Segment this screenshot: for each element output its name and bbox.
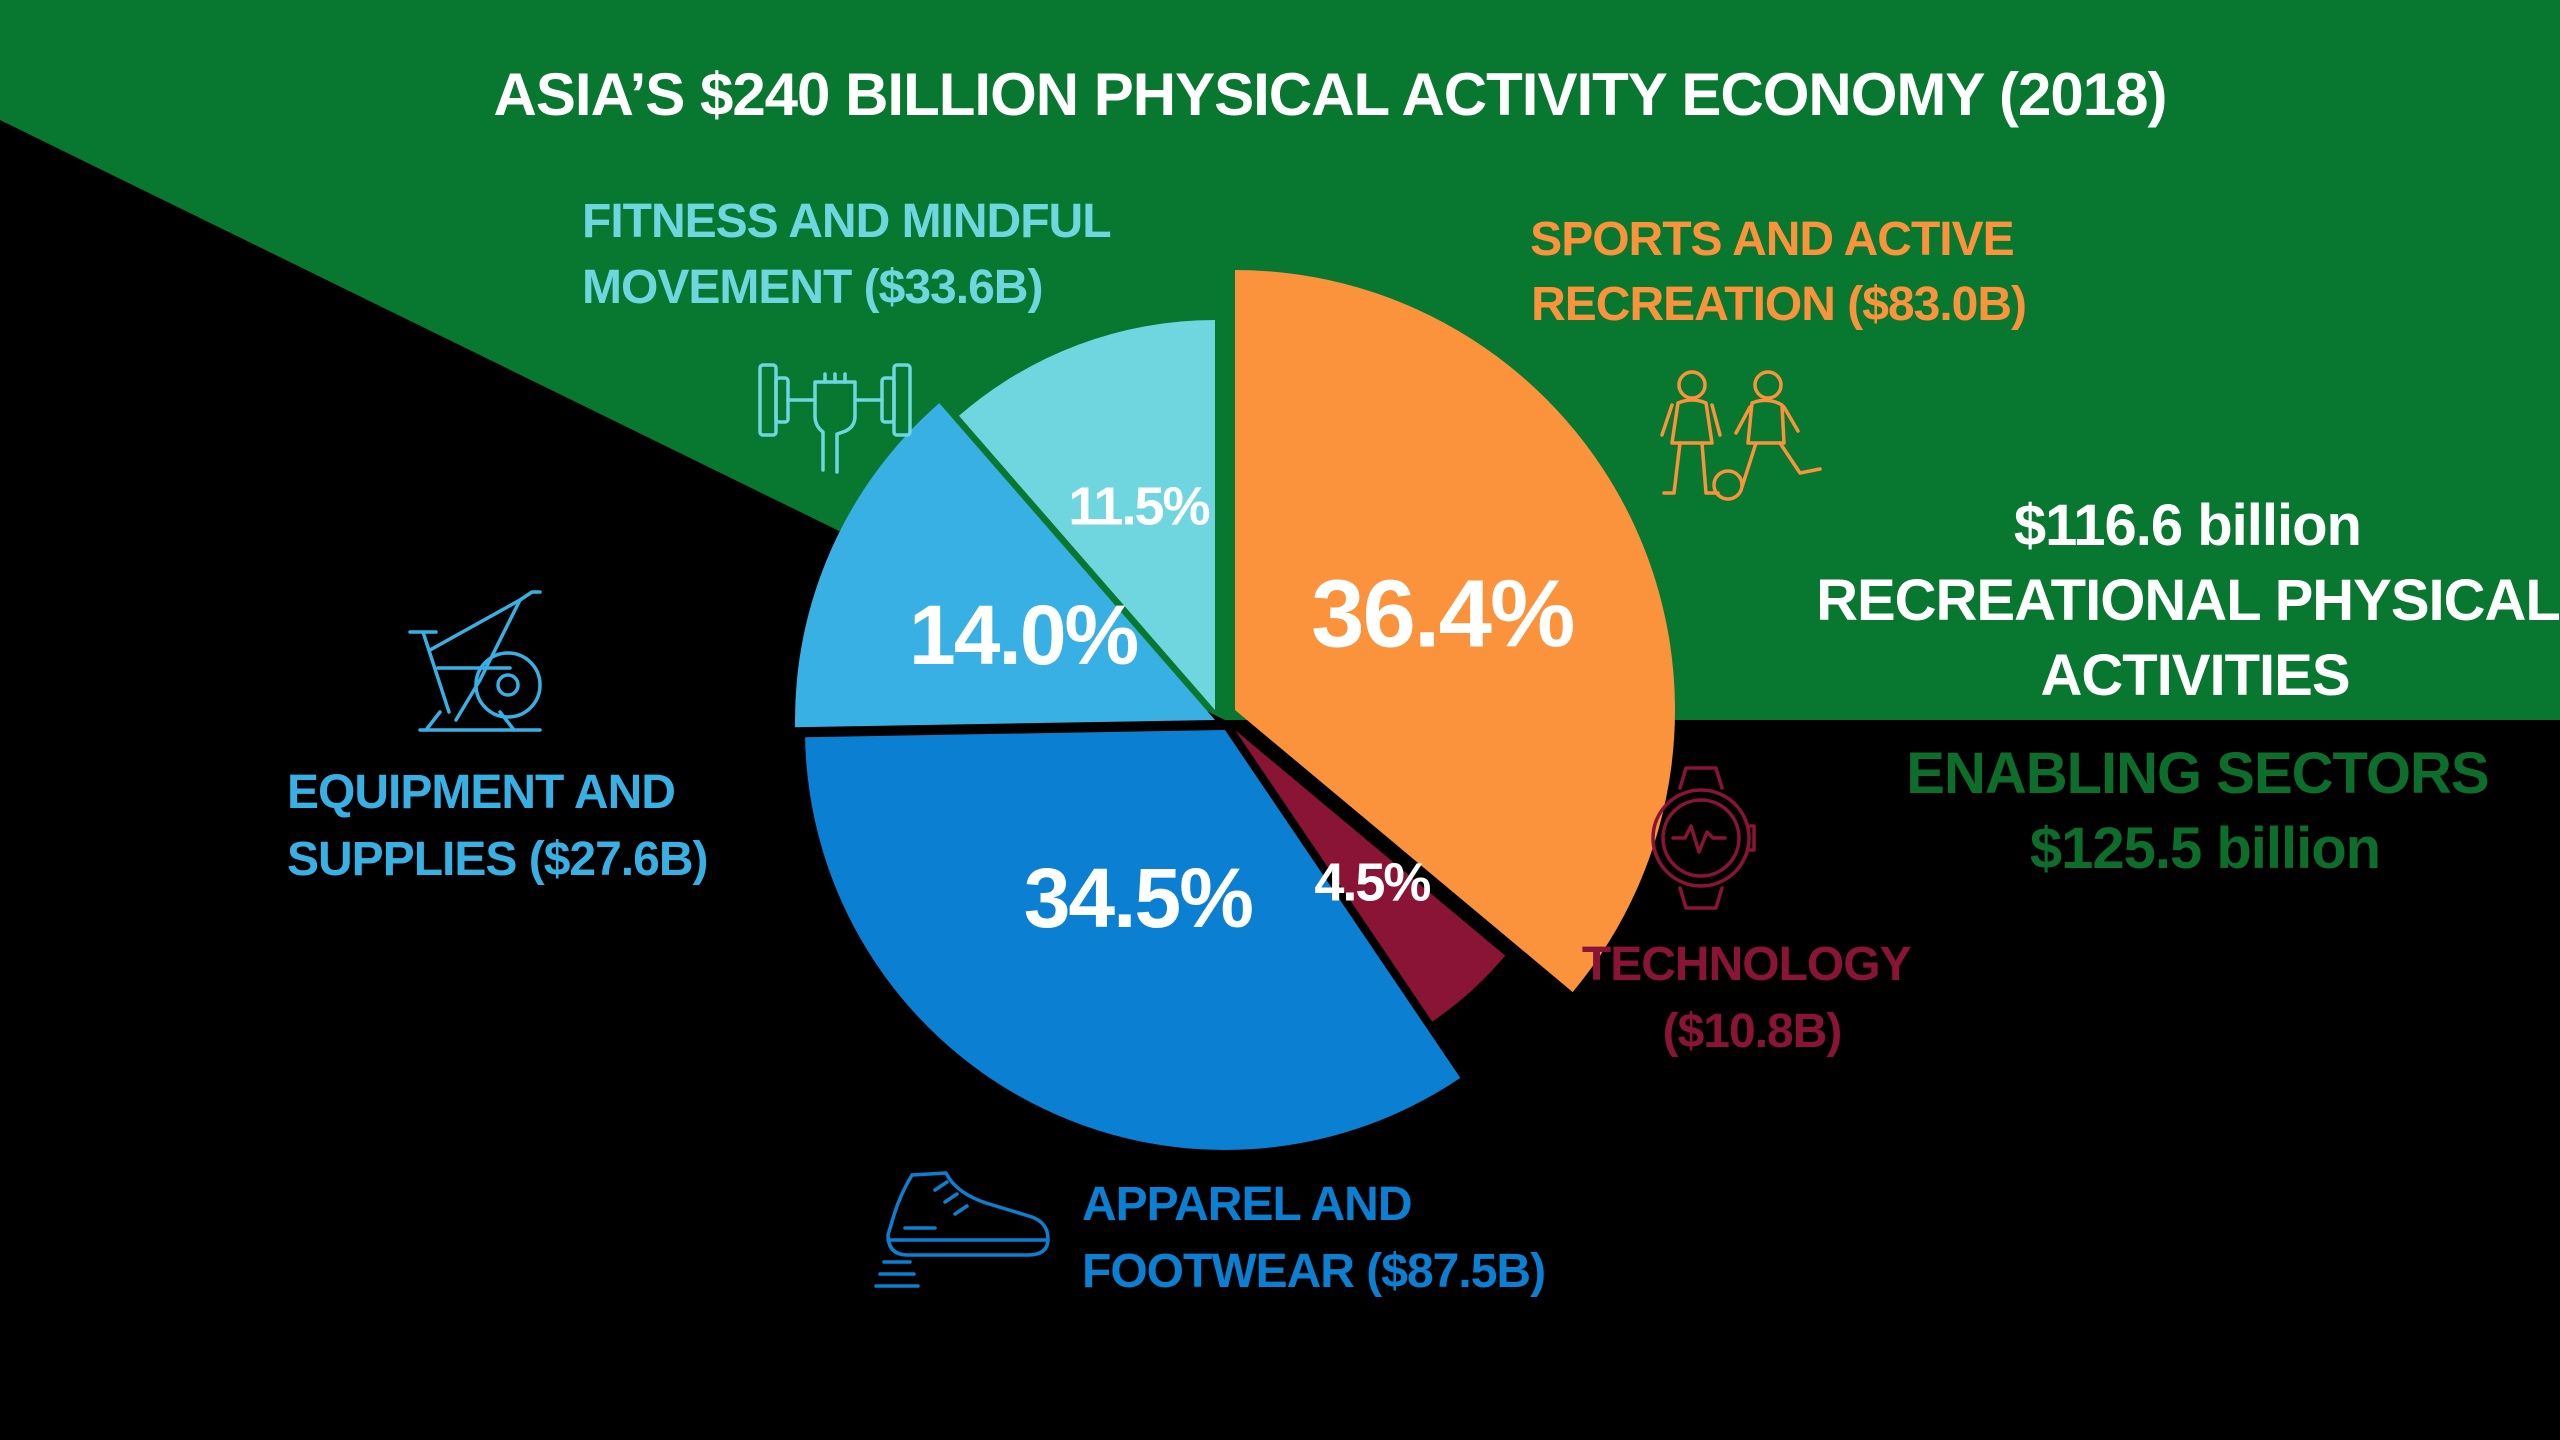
group-total-recreational: $116.6 billion RECREATIONAL PHYSICAL ACT… [1816, 493, 2560, 708]
pie-slice-technology [1235, 730, 1506, 1022]
pie-slice-fitness [958, 320, 1215, 710]
category-label-technology: TECHNOLOGY ($10.8B) [1582, 938, 1922, 1058]
sneaker-icon [874, 1171, 1050, 1288]
group-total-enabling: ENABLING SECTORS $125.5 billion [1906, 741, 2503, 881]
percent-label-fitness: 11.5% [1068, 476, 1209, 536]
chart-title: ASIA’S $240 BILLION PHYSICAL ACTIVITY EC… [494, 61, 2167, 128]
percent-label-equipment: 14.0% [909, 588, 1137, 682]
soccer-players-icon [1660, 370, 1822, 501]
percent-label-sports: 36.4% [1311, 561, 1573, 668]
smartwatch-icon [1651, 766, 1756, 910]
pie-percent-labels: 36.4% 4.5% 34.5% 14.0% 11.5% [909, 476, 1575, 945]
dumbbell-fist-icon [758, 363, 912, 474]
percent-label-apparel: 34.5% [1024, 851, 1252, 945]
category-label-equipment: EQUIPMENT AND SUPPLIES ($27.6B) [287, 766, 707, 886]
category-label-sports: SPORTS AND ACTIVE RECREATION ($83.0B) [1530, 213, 2026, 331]
category-label-fitness: FITNESS AND MINDFUL MOVEMENT ($33.6B) [582, 195, 1122, 314]
category-label-apparel: APPAREL AND FOOTWEAR ($87.5B) [1082, 1178, 1545, 1298]
exercise-bike-icon [408, 590, 542, 732]
pie-slice-apparel [805, 730, 1461, 1151]
percent-label-technology: 4.5% [1314, 852, 1430, 912]
pie-slices [795, 270, 1675, 1151]
pie-slice-sports [1235, 270, 1675, 993]
pie-slice-equipment [795, 403, 1215, 728]
